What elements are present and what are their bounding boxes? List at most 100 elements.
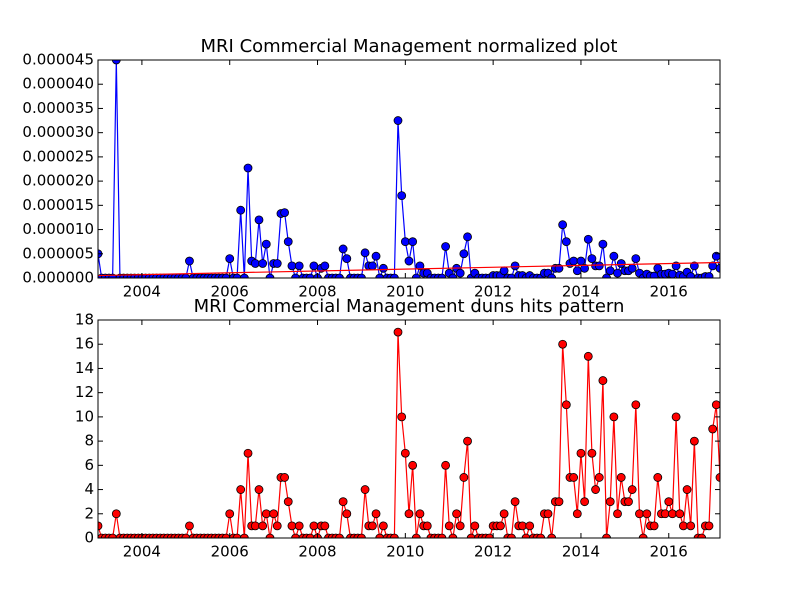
data-point — [250, 521, 260, 531]
data-point — [638, 533, 648, 538]
y-tick-label: 0.000000 — [22, 269, 94, 287]
data-point — [221, 533, 231, 538]
data-point — [682, 485, 692, 494]
data-point — [448, 273, 458, 278]
data-point — [624, 497, 633, 507]
data-point — [583, 351, 593, 361]
data-point — [415, 261, 425, 271]
y-tick-label: 8 — [84, 432, 94, 450]
data-point — [594, 473, 604, 482]
data-point — [561, 237, 571, 247]
data-point — [496, 521, 505, 531]
x-tick-label: 2006 — [211, 543, 249, 561]
data-point — [609, 412, 619, 422]
data-point — [664, 497, 674, 507]
data-point — [576, 256, 586, 266]
data-point — [254, 485, 264, 494]
y-tick-label: 0.000005 — [22, 244, 94, 262]
data-point — [499, 509, 509, 519]
data-point — [441, 460, 450, 470]
data-point — [510, 497, 520, 507]
y-tick-label: 2 — [84, 504, 94, 522]
data-point — [280, 208, 289, 218]
data-point — [389, 273, 399, 278]
data-point — [547, 533, 557, 538]
data-point — [437, 533, 447, 538]
data-point — [294, 261, 304, 271]
data-point — [342, 509, 352, 519]
data-point — [708, 424, 718, 434]
y-tick-label: 0.000015 — [22, 196, 94, 214]
data-point — [631, 254, 641, 264]
data-point — [635, 509, 644, 519]
data-point — [239, 273, 249, 278]
data-point — [602, 533, 611, 538]
data-point — [470, 521, 480, 531]
data-point — [357, 273, 366, 278]
data-point — [185, 521, 194, 531]
y-tick-label: 18 — [75, 311, 94, 329]
data-point — [689, 261, 699, 271]
y-tick-label: 4 — [84, 480, 94, 498]
data-point — [287, 261, 297, 271]
data-point — [397, 191, 407, 201]
data-point — [704, 521, 714, 531]
data-point — [572, 266, 582, 276]
x-tick-label: 2016 — [650, 543, 688, 561]
data-point — [587, 448, 597, 458]
data-point — [181, 533, 191, 538]
data-point — [375, 273, 385, 278]
y-tick-label: 0.000020 — [22, 172, 94, 190]
data-point — [605, 497, 615, 507]
data-point — [320, 521, 330, 531]
data-point — [185, 256, 194, 266]
data-point — [547, 273, 557, 278]
data-point — [598, 239, 608, 249]
data-point — [583, 234, 593, 244]
data-point — [232, 273, 242, 278]
data-point — [689, 436, 699, 446]
data-point — [408, 237, 418, 247]
data-point — [408, 460, 418, 470]
x-tick-label: 2014 — [562, 283, 600, 301]
data-point — [444, 521, 454, 531]
data-point — [404, 256, 414, 266]
data-point — [463, 436, 472, 446]
y-tick-label: 10 — [75, 407, 94, 425]
data-point — [272, 521, 282, 531]
data-point — [265, 533, 275, 538]
data-point — [389, 533, 399, 538]
data-point — [236, 485, 246, 494]
axes-frame — [97, 319, 721, 539]
data-point — [360, 485, 370, 494]
data-point — [305, 533, 315, 538]
data-point — [400, 237, 410, 247]
data-point — [437, 273, 447, 278]
data-point — [309, 521, 319, 531]
data-point — [452, 509, 461, 519]
data-point — [441, 242, 450, 251]
data-point — [393, 327, 403, 337]
data-point — [320, 261, 330, 271]
data-point — [243, 163, 253, 173]
data-point — [576, 448, 586, 458]
x-tick-label: 2010 — [386, 283, 424, 301]
y-tick-label: 12 — [75, 383, 94, 401]
data-point — [507, 533, 516, 538]
y-tick-label: 0.000040 — [22, 75, 94, 93]
data-point — [368, 521, 377, 531]
data-point — [108, 533, 118, 538]
data-point — [587, 254, 597, 264]
data-point — [305, 273, 315, 278]
plot-area — [98, 327, 720, 538]
data-point — [594, 261, 604, 271]
data-point — [258, 521, 268, 531]
data-point — [291, 273, 300, 278]
x-tick-label: 2010 — [386, 543, 424, 561]
x-tick-label: 2012 — [474, 543, 512, 561]
data-point — [272, 259, 282, 268]
data-point — [543, 509, 553, 519]
data-point — [283, 237, 293, 247]
data-point — [507, 273, 516, 278]
plot-area — [98, 60, 720, 278]
